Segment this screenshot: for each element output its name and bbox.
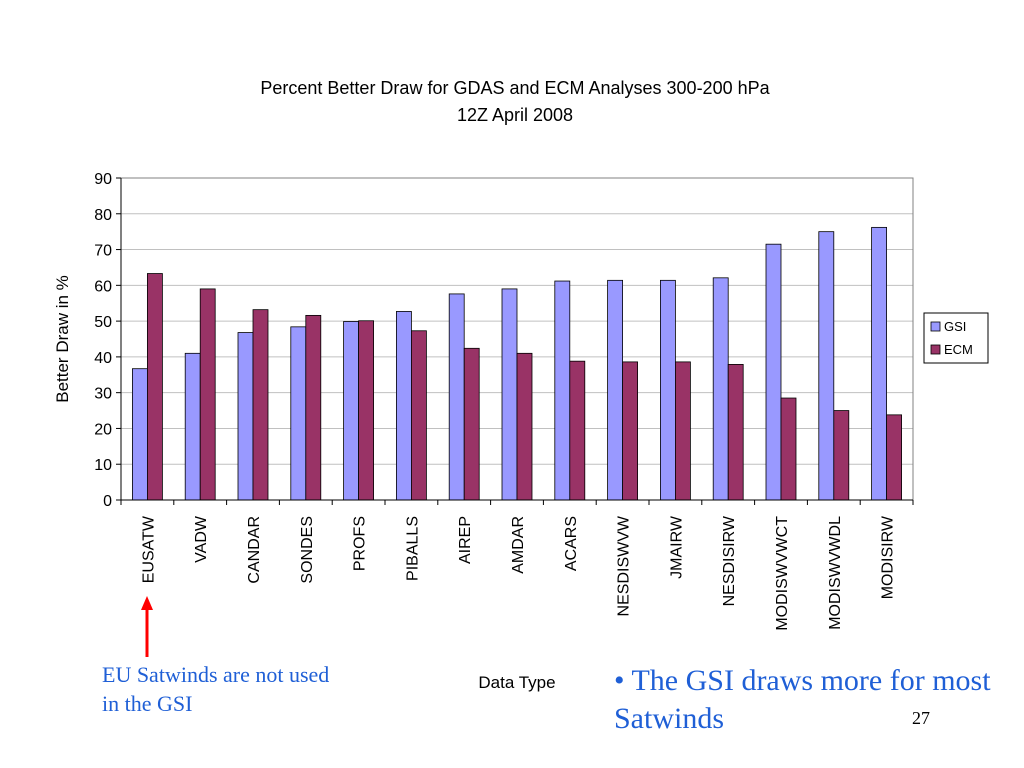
chart-subtitle: 12Z April 2008 <box>456 105 574 125</box>
y-tick-labels: 0 10 20 30 40 50 60 70 80 90 <box>94 171 121 510</box>
bar-gsi-candar <box>237 332 254 501</box>
bar-gsi-eusatw <box>131 368 148 501</box>
arrow-head <box>141 596 153 610</box>
legend-swatch-ecm <box>930 344 941 355</box>
y-tick-label: 30 <box>94 386 112 403</box>
x-tick-label: NESDISIRW <box>721 515 738 606</box>
bar-gsi-modiswvwdl <box>818 231 835 501</box>
bar-gsi-piballs <box>395 311 412 501</box>
y-tick-label: 40 <box>94 350 112 367</box>
bar-ecm-acars <box>569 360 586 501</box>
bar-gsi-modiswvwct <box>765 243 782 501</box>
legend-box <box>923 312 989 364</box>
x-tick-label: ACARS <box>563 516 580 571</box>
y-tick-label: 10 <box>94 457 112 474</box>
chart-title: Percent Better Draw for GDAS and ECM Ana… <box>260 78 770 98</box>
y-tick-label: 20 <box>94 421 112 438</box>
annotation-arrow <box>141 596 153 657</box>
x-tick-label: AMDAR <box>510 516 527 574</box>
bar-gsi-modisirw <box>871 226 887 501</box>
bar-gsi-vadw <box>184 352 201 501</box>
bar-ecm-airep <box>463 347 480 501</box>
bar-ecm-modiswvwct <box>780 397 797 501</box>
legend-swatch-gsi <box>930 321 941 332</box>
x-tick-label: PROFS <box>352 516 369 571</box>
y-tick-label: 80 <box>94 207 112 224</box>
bar-ecm-sondes <box>305 314 322 501</box>
page-number: 27 <box>912 708 930 728</box>
bar-gsi-nesdisirw <box>712 277 729 501</box>
bars <box>131 226 902 501</box>
bar-ecm-candar <box>252 309 269 501</box>
bar-ecm-modisirw <box>886 414 902 501</box>
x-tick-label: MODISIRW <box>880 515 897 599</box>
x-tick-label: CANDAR <box>246 516 263 584</box>
bar-ecm-piballs <box>410 330 427 501</box>
x-tick-label: MODISWVWCT <box>774 516 791 631</box>
bar-gsi-nesdiswvw <box>607 279 623 501</box>
legend-label-ecm: ECM <box>944 342 973 357</box>
bar-gsi-sondes <box>290 326 307 501</box>
x-tick-label: AIREP <box>457 516 474 564</box>
bar-ecm-vadw <box>199 288 216 501</box>
bar-ecm-amdar <box>516 352 533 501</box>
x-tick-label: MODISWVWDL <box>827 516 844 630</box>
x-axis-label: Data Type <box>478 673 555 692</box>
bar-gsi-jmairw <box>660 279 676 501</box>
y-axis-label: Better Draw in % <box>53 275 72 403</box>
y-tick-label: 90 <box>94 171 112 188</box>
y-tick-label: 70 <box>94 243 112 260</box>
x-tick-label: PIBALLS <box>404 516 421 581</box>
legend-label-gsi: GSI <box>944 319 966 334</box>
annotation-right-note: • The GSI draws more for most Satwinds <box>614 664 991 735</box>
x-tick-label: NESDISWVW <box>616 515 633 616</box>
bar-gsi-profs <box>343 321 360 501</box>
y-tick-label: 60 <box>94 278 112 295</box>
y-tick-label: 0 <box>103 493 112 510</box>
bar-gsi-airep <box>448 293 465 501</box>
x-tick-label: VADW <box>193 515 210 563</box>
x-tick-label: JMAIRW <box>668 515 685 579</box>
annotation-left-note: EU Satwinds are not used in the GSI <box>102 662 330 716</box>
bar-ecm-eusatw <box>146 273 163 501</box>
x-tick-labels: EUSATW VADW CANDAR SONDES PROFS PIBALLS AIREP A… <box>120 500 914 631</box>
bar-ecm-modiswvwdl <box>833 410 850 501</box>
y-tick-label: 50 <box>94 314 112 331</box>
bar-gsi-amdar <box>501 288 518 501</box>
x-tick-label: EUSATW <box>140 515 157 583</box>
bar-gsi-acars <box>554 280 571 501</box>
bar-ecm-jmairw <box>675 361 691 501</box>
x-tick-label: SONDES <box>299 516 316 584</box>
bar-ecm-profs <box>358 320 375 501</box>
legend: GSI ECM <box>923 312 989 364</box>
bar-ecm-nesdisirw <box>727 364 744 501</box>
bar-ecm-nesdiswvw <box>622 361 638 501</box>
